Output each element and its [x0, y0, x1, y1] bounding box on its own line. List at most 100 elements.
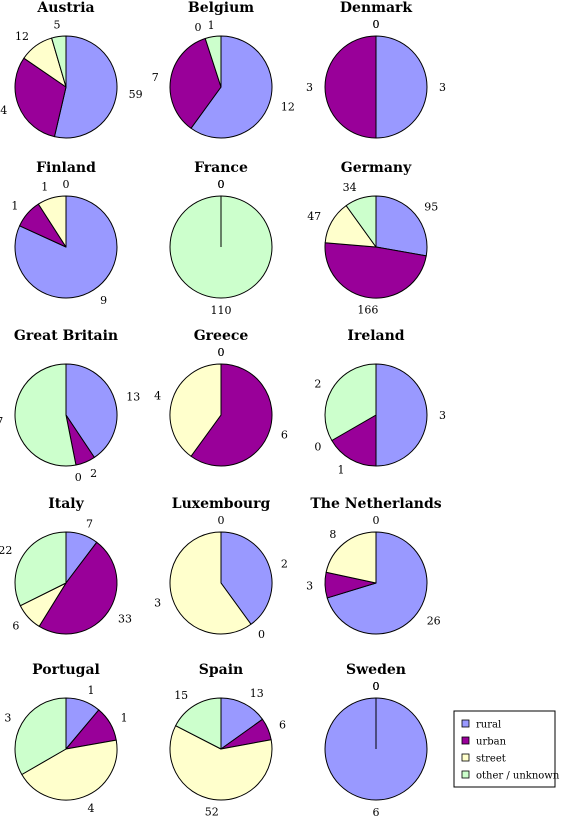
data-label-austria-other-unknown: 5	[54, 19, 61, 32]
data-label-france-other-unknown: 110	[211, 304, 232, 317]
legend: rural urban street other / unknown	[453, 710, 560, 788]
data-label-germany-other-unknown: 34	[343, 181, 357, 194]
slice-denmark-urban	[324, 35, 377, 139]
data-label-sweden-other-unknown: 0	[373, 680, 380, 693]
data-label-finland-urban: 1	[11, 200, 18, 213]
data-label-ireland-rural: 3	[439, 409, 446, 422]
data-label-luxembourg-rural: 2	[281, 558, 288, 571]
data-label-austria-urban: 34	[0, 104, 7, 117]
data-label-great-britain-rural: 13	[126, 391, 140, 404]
data-label-belgium-street: 0	[195, 21, 202, 34]
data-label-greece-urban: 6	[281, 429, 288, 442]
data-label-greece-street: 4	[154, 390, 161, 403]
pie-title-spain: Spain	[199, 662, 243, 678]
pie-title-sweden: Sweden	[346, 662, 406, 678]
slice-italy-urban	[38, 541, 118, 635]
slice-greece-street	[169, 363, 222, 457]
data-label-the-netherlands-rural: 26	[427, 615, 441, 628]
data-label-france-rural: 0	[218, 178, 225, 191]
pie-title-france: France	[194, 160, 248, 176]
data-label-sweden-urban: 0	[373, 680, 380, 693]
data-label-luxembourg-street: 3	[154, 597, 161, 610]
slice-italy-other-unknown	[14, 531, 67, 607]
data-label-ireland-other-unknown: 2	[314, 378, 321, 391]
data-label-ireland-street: 0	[314, 441, 321, 454]
data-label-finland-rural: 9	[100, 294, 107, 307]
data-label-great-britain-other-unknown: 17	[0, 415, 3, 428]
slice-portugal-other-unknown	[14, 697, 67, 775]
data-label-spain-rural: 13	[250, 687, 264, 700]
legend-box	[453, 710, 556, 788]
pie-spain: Spain 13 6 52 15	[169, 662, 286, 817]
data-label-finland-street: 1	[41, 181, 48, 194]
data-label-greece-rural: 0	[218, 346, 225, 359]
pie-great-britain: Great Britain 13 20 17	[0, 328, 140, 484]
slice-great-britain-other-unknown	[14, 363, 77, 467]
slice-denmark-rural	[375, 35, 428, 139]
data-label-spain-street: 52	[205, 805, 219, 817]
data-label-spain-other-unknown: 15	[174, 689, 188, 702]
data-label-denmark-street: 0	[373, 18, 380, 31]
pie-germany: Germany 95 166 47 34	[307, 160, 438, 317]
legend-label-other-unknown: other / unknown	[476, 771, 560, 782]
data-label-denmark-other-unknown: 0	[373, 18, 380, 31]
data-label-france-urban: 0	[218, 178, 225, 191]
data-label-italy-rural: 7	[86, 517, 93, 530]
data-label-ireland-urban: 1	[338, 464, 345, 477]
pie-title-greece: Greece	[194, 328, 249, 344]
data-label-portugal-rural: 1	[88, 684, 95, 697]
slice-finland-rural	[14, 195, 118, 299]
data-label-belgium-rural: 12	[281, 101, 295, 114]
data-label-finland-other-unknown: 0	[63, 178, 70, 191]
pie-title-denmark: Denmark	[340, 0, 412, 16]
data-label-italy-urban: 33	[118, 613, 132, 626]
pie-the-netherlands: The Netherlands 26 3 8 0	[306, 496, 442, 635]
pie-portugal: Portugal 1 1 4 3	[4, 662, 127, 815]
pie-title-germany: Germany	[341, 160, 412, 176]
pie-title-italy: Italy	[48, 496, 84, 512]
data-label-denmark-rural: 3	[439, 81, 446, 94]
data-label-germany-rural: 95	[424, 201, 438, 214]
data-label-the-netherlands-urban: 3	[306, 580, 313, 593]
legend-swatch-other-unknown	[461, 770, 470, 779]
slice-ireland-urban	[331, 414, 377, 467]
slice-luxembourg-rural	[220, 531, 273, 625]
pie-belgium: Belgium 12 7 0 1	[152, 0, 295, 139]
slice-austria-rural	[53, 35, 118, 139]
pie-austria: Austria 59 34 12 5	[0, 0, 143, 139]
pie-title-ireland: Ireland	[347, 328, 404, 344]
slice-austria-urban	[14, 57, 67, 138]
slice-spain-other-unknown	[175, 697, 222, 750]
legend-label-street: street	[476, 754, 506, 765]
data-label-sweden-street: 0	[373, 680, 380, 693]
pie-title-great-britain: Great Britain	[14, 328, 118, 344]
slice-the-netherlands-street	[325, 531, 377, 584]
legend-label-urban: urban	[476, 737, 507, 748]
data-label-great-britain-street: 0	[75, 471, 82, 484]
legend-swatch-street	[461, 753, 470, 762]
pies-layer: Austria5934125Belgium12701Denmark3300Fin…	[0, 0, 446, 817]
slice-belgium-rural	[190, 35, 273, 139]
data-label-greece-other-unknown: 0	[218, 346, 225, 359]
data-label-portugal-street: 4	[88, 802, 95, 815]
data-label-belgium-urban: 7	[152, 71, 159, 84]
data-label-the-netherlands-street: 8	[329, 528, 336, 541]
pie-finland: Finland 9 1 1 0	[11, 160, 118, 307]
slice-ireland-rural	[375, 363, 428, 467]
slice-germany-urban	[324, 242, 427, 299]
pie-title-austria: Austria	[36, 0, 94, 16]
data-label-france-street: 0	[218, 178, 225, 191]
data-label-sweden-rural: 6	[373, 806, 380, 817]
pie-ireland: Ireland 3 1 0 2	[314, 328, 446, 477]
data-label-italy-other-unknown: 22	[0, 544, 12, 557]
slice-germany-rural	[375, 195, 428, 257]
data-label-austria-rural: 59	[129, 88, 143, 101]
data-label-belgium-other-unknown: 1	[208, 19, 215, 32]
pie-title-portugal: Portugal	[32, 662, 100, 678]
